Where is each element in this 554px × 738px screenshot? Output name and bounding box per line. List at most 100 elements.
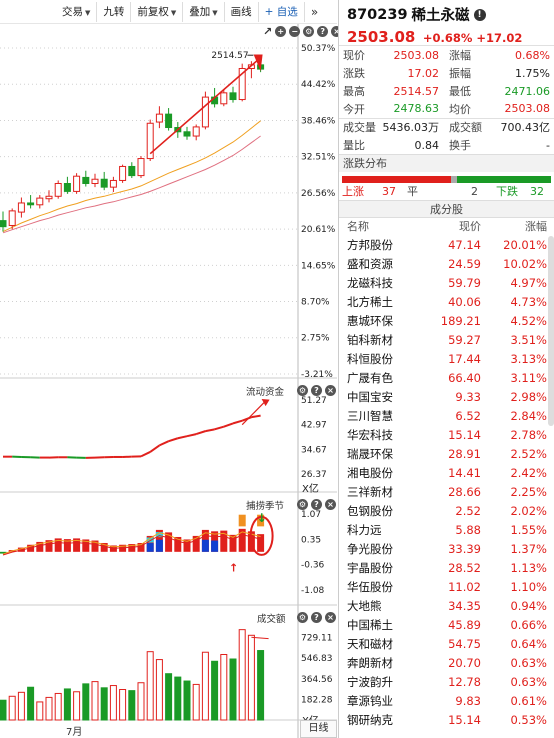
volume-panel-icons: ⚙ ? × [297,612,336,623]
constituents-list: 方邦股份 47.14 20.01% 盛和资源 24.59 10.02% 龙磁科技 59.79 4… [339,236,554,730]
list-scrollbar[interactable] [548,236,554,426]
list-item[interactable]: 章源钨业 9.83 0.61% [339,692,554,711]
list-item[interactable]: 大地熊 34.35 0.94% [339,597,554,616]
chart-toolbar: 交易 ▼ 九转 前复权 ▼ 叠加 ▼ 画线 + 自选 » [0,0,337,24]
stock-code: 870239 [347,6,408,23]
list-item[interactable]: 华宏科技 15.14 2.78% [339,426,554,445]
volume-bar [238,629,246,721]
toolbar-button-2[interactable]: 前复权 ▼ [131,1,184,22]
quote-label: 量比 [343,139,365,152]
list-item[interactable]: 科力远 5.88 1.55% [339,521,554,540]
season-panel-title: 捕捞季节 [244,498,287,512]
fund-line-segment [177,435,188,440]
toolbar-button-3[interactable]: 叠加 ▼ [183,1,225,22]
season-blue-bar [155,539,163,552]
info-icon[interactable]: ! [473,8,486,21]
help-icon[interactable]: ? [317,26,329,37]
x-axis-month-label: 7月 [66,727,83,738]
list-item[interactable]: 三川智慧 6.52 2.84% [339,407,554,426]
quote-label: 最高 [343,85,365,98]
list-item[interactable]: 中国宝安 9.33 2.98% [339,388,554,407]
settings-icon[interactable]: ⚙ [303,26,315,37]
list-item[interactable]: 科恒股份 17.44 3.13% [339,350,554,369]
help-icon[interactable]: ? [311,612,322,623]
list-item[interactable]: 盛和资源 24.59 10.02% [339,255,554,274]
up-arrow-icon: ↑ [229,561,238,574]
stock-name-cell: 中国宝安 [347,390,393,404]
stock-name-cell: 湘电股份 [347,466,393,480]
list-item[interactable]: 天和磁材 54.75 0.64% [339,635,554,654]
list-item[interactable]: 湘电股份 14.41 2.42% [339,464,554,483]
list-item[interactable]: 争光股份 33.39 1.37% [339,540,554,559]
toolbar-button-4[interactable]: 画线 [225,1,259,22]
settings-icon[interactable]: ⚙ [297,385,308,396]
pct-tick-label: 32.51% [301,153,336,163]
stock-title: 870239 稀土永磁 ! [347,4,554,25]
list-item[interactable]: 中国稀土 45.89 0.66% [339,616,554,635]
more-icon[interactable]: » [310,4,319,19]
col-change[interactable]: 涨幅 [525,220,547,233]
list-item[interactable]: 三祥新材 28.66 2.25% [339,483,554,502]
candle-body [27,202,35,206]
candle-body [146,122,154,160]
volume-bar [257,650,265,721]
list-item[interactable]: 龙磁科技 59.79 4.97% [339,274,554,293]
volume-trend-line [251,636,269,640]
close-icon[interactable]: × [325,499,336,510]
season-panel-icons: ⚙ ? × [297,499,336,510]
list-item[interactable]: 宇晶股份 28.52 1.13% [339,559,554,578]
stock-change-cell: 1.13% [510,561,547,575]
list-item[interactable]: 瑞晟环保 28.91 2.52% [339,445,554,464]
zoom-in-icon[interactable]: + [275,26,287,37]
chart-canvas[interactable]: 50.37% 44.42% 38.46% 32.51% 26.56% 20.61% 14.6… [0,24,337,738]
candle-body [183,131,191,137]
distribution-counts: 上涨 37 平 2 下跌 32 [339,184,554,200]
stock-name-cell: 奔朗新材 [347,656,393,670]
list-item[interactable]: 惠城环保 189.21 4.52% [339,312,554,331]
toolbar-button-label: 交易 [62,5,83,18]
stock-price-cell: 45.89 [448,618,481,632]
share-arrow-icon[interactable]: ↗ [263,25,273,38]
list-item[interactable]: 奔朗新材 20.70 0.63% [339,654,554,673]
toolbar-button-1[interactable]: 九转 [97,1,132,22]
volume-tick-label: 546.83 [301,654,333,664]
zoom-out-icon[interactable]: − [289,26,301,37]
close-icon[interactable]: × [325,612,336,623]
stock-name-cell: 宁波韵升 [347,675,393,689]
col-name[interactable]: 名称 [347,220,369,233]
add-watchlist-button[interactable]: + 自选 [259,1,305,22]
close-icon[interactable]: × [325,385,336,396]
stock-change-cell: 2.52% [510,447,547,461]
stock-name-cell: 三祥新材 [347,485,393,499]
list-item[interactable]: 宁波韵升 12.78 0.63% [339,673,554,692]
close-icon[interactable]: × [331,26,343,37]
settings-icon[interactable]: ⚙ [297,499,308,510]
stock-change-cell: 1.55% [510,523,547,537]
quote-grid: 现价 2503.08 涨幅 0.68% 涨跌 17.02 振幅 1.75% 最高 2514.57 最… [339,46,554,154]
season-bar [174,536,182,552]
toolbar-button-0[interactable]: 交易 ▼ [56,1,98,22]
list-item[interactable]: 铂科新材 59.27 3.51% [339,331,554,350]
stock-change-cell: 2.84% [510,409,547,423]
season-bar [238,528,246,552]
stock-change-cell: 1.37% [510,542,547,556]
season-orange-bar [257,514,265,527]
list-item[interactable]: 包钢股份 2.52 2.02% [339,502,554,521]
distribution-title: 涨跌分布 [339,154,554,172]
help-icon[interactable]: ? [311,385,322,396]
list-item[interactable]: 方邦股份 47.14 20.01% [339,236,554,255]
col-price[interactable]: 现价 [459,220,481,233]
quote-label: 振幅 [449,67,471,80]
chart-stack[interactable]: 50.37% 44.42% 38.46% 32.51% 26.56% 20.61% 14.6… [0,24,343,738]
pct-tick-label: 38.46% [301,116,336,126]
help-icon[interactable]: ? [311,499,322,510]
list-item[interactable]: 华伍股份 11.02 1.10% [339,578,554,597]
period-button[interactable]: 日线 [300,720,337,738]
list-item[interactable]: 钢研纳克 15.14 0.53% [339,711,554,730]
stock-price-cell: 33.39 [448,542,481,556]
list-item[interactable]: 北方稀土 40.06 4.73% [339,293,554,312]
fund-unit: X亿 [302,484,319,495]
pct-tick-label: 8.70% [301,298,330,308]
settings-icon[interactable]: ⚙ [297,612,308,623]
list-item[interactable]: 广晟有色 66.40 3.11% [339,369,554,388]
